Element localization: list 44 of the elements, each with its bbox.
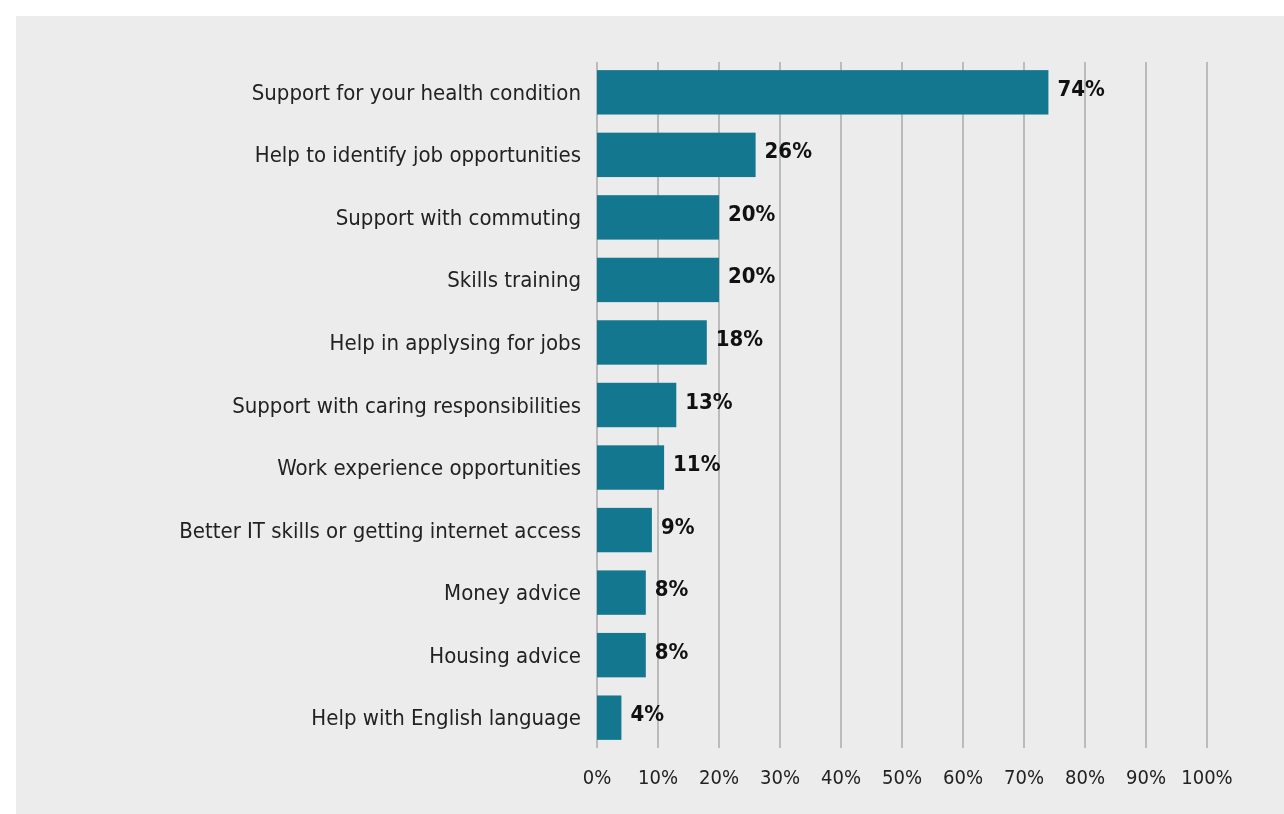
bar [597, 257, 719, 303]
x-tick-label: 90% [1126, 765, 1166, 789]
x-tick-label: 60% [943, 765, 983, 789]
bar [597, 570, 646, 615]
x-tick-label: 50% [882, 765, 922, 789]
bar [597, 132, 756, 178]
y-tick-label: Help to identify job opportunities [254, 142, 581, 168]
y-tick-label: Support for your health condition [251, 79, 581, 105]
y-tick-label: Help with English language [311, 705, 581, 731]
data-label: 8% [654, 576, 689, 602]
data-label: 4% [630, 701, 665, 727]
x-tick-label: 80% [1065, 765, 1105, 789]
bar [597, 382, 677, 428]
data-label: 8% [654, 638, 689, 664]
data-label: 13% [685, 388, 733, 414]
bar [597, 320, 707, 365]
y-tick-label: Help in applysing for jobs [329, 329, 581, 355]
data-label: 20% [728, 263, 776, 289]
x-tick-label: 10% [638, 765, 678, 789]
x-tick-label: 40% [821, 765, 861, 789]
data-label: 18% [715, 325, 764, 351]
x-tick-label: 70% [1004, 765, 1044, 789]
bar [597, 445, 665, 490]
data-label: 9% [660, 513, 695, 539]
y-tick-label: Money advice [444, 580, 581, 606]
y-tick-label: Housing advice [429, 642, 581, 668]
bar [597, 695, 622, 740]
bar [597, 70, 1049, 115]
bar [597, 632, 646, 678]
bar [597, 507, 652, 553]
y-tick-label: Work experience opportunities [277, 455, 581, 481]
x-tick-label: 20% [699, 765, 739, 789]
bar [597, 195, 719, 240]
x-tick-label: 0% [582, 765, 612, 789]
y-tick-label: Support with caring responsibilities [232, 392, 581, 418]
y-tick-label: Skills training [447, 267, 581, 293]
x-tick-label: 30% [760, 765, 800, 789]
x-tick-label: 100% [1181, 765, 1233, 789]
y-tick-label: Support with commuting [335, 204, 581, 230]
data-label: 11% [673, 451, 721, 477]
data-label: 74% [1057, 75, 1105, 101]
y-tick-label: Better IT skills or getting internet access [179, 517, 581, 543]
data-label: 20% [728, 200, 776, 226]
data-label: 26% [764, 138, 813, 164]
